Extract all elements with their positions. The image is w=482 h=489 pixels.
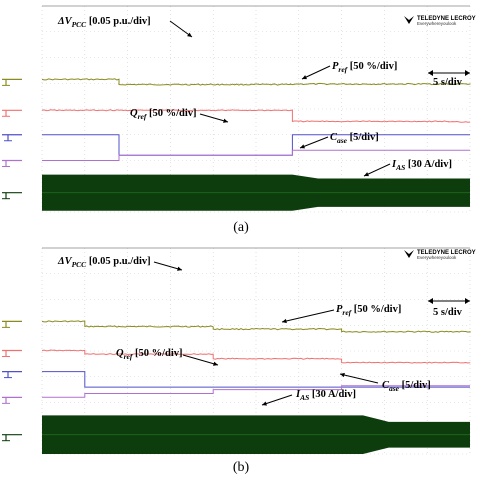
time-scale-right-head — [465, 298, 470, 304]
oscilloscope-screen-b: ΔVPCC [0.05 p.u./div] Pref [50 %/div] Qref… — [2, 247, 476, 455]
arrow-head-ias — [364, 172, 369, 177]
trace-case — [42, 385, 470, 398]
panel-a: ΔVPCC [0.05 p.u./div] Pref [50 %/div] Qref… — [0, 0, 482, 240]
arrow-head-dvpcc — [187, 32, 192, 37]
label-case: Case [5/div] — [382, 380, 431, 393]
channel-markers — [2, 78, 22, 200]
brand-tagline: Everywhereyoulook — [417, 255, 457, 260]
trace-dvpcc — [41, 78, 471, 86]
arrow-head-pref — [282, 318, 287, 324]
label-case: Case [5/div] — [330, 132, 379, 145]
trace-pref — [41, 349, 471, 364]
arrow-qref — [199, 113, 229, 123]
trace-qref — [42, 371, 470, 388]
panel-b: ΔVPCC [0.05 p.u./div] Pref [50 %/div] Qref… — [0, 242, 482, 489]
time-scale: 5 s/div — [428, 298, 470, 318]
caption-a: (a) — [233, 220, 249, 235]
arrow-ias — [261, 394, 293, 406]
arrow-head-dvpcc — [177, 266, 182, 271]
arrow-ias — [363, 163, 391, 177]
grid — [41, 247, 471, 455]
oscilloscope-screen-a: ΔVPCC [0.05 p.u./div] Pref [50 %/div] Qref… — [2, 5, 476, 213]
arrow-case — [339, 373, 379, 384]
caption-b: (b) — [232, 460, 250, 475]
time-scale-left-head — [428, 298, 433, 304]
arrow-pref — [281, 309, 335, 323]
label-dvpcc: ΔVPCC [0.05 p.u./div] — [57, 256, 151, 269]
arrow-dvpcc — [153, 261, 183, 271]
label-pref: Pref [50 %/div] — [336, 304, 401, 317]
arrow-head-ias — [262, 401, 267, 406]
brand-mark-icon — [404, 16, 414, 24]
time-scale-left-head — [428, 70, 433, 76]
label-ias: IAS [30 A/div] — [391, 159, 452, 172]
arrow-dvpcc — [169, 20, 193, 38]
arrow-head-qref — [213, 361, 218, 366]
time-scale: 5 s/div — [428, 70, 470, 88]
arrow-head-case — [340, 372, 345, 378]
time-scale-label: 5 s/div — [433, 307, 463, 318]
trace-dvpcc — [41, 320, 471, 333]
label-ias: IAS [30 A/div] — [295, 389, 356, 402]
arrow-qref — [182, 354, 219, 366]
time-scale-right-head — [465, 70, 470, 76]
label-qref: Qref [50 %/div] — [116, 348, 183, 361]
arrow-head-pref — [302, 75, 307, 80]
label-qref: Qref [50 %/div] — [130, 108, 197, 121]
arrow-head-qref — [223, 118, 228, 123]
arrow-pref — [301, 65, 331, 80]
brand-tagline: Everywhereyoulook — [417, 21, 457, 26]
brand-mark-icon — [404, 250, 414, 258]
time-scale-label: 5 s/div — [433, 77, 463, 88]
brand-name: TELEDYNE LECROY — [417, 250, 476, 256]
trace-pref — [41, 109, 471, 123]
arrow-head-case — [300, 144, 305, 149]
trace-qref — [42, 134, 470, 156]
label-dvpcc: ΔVPCC [0.05 p.u./div] — [57, 16, 151, 29]
brand-name: TELEDYNE LECROY — [417, 16, 476, 22]
label-pref: Pref [50 %/div] — [332, 61, 397, 74]
channel-markers — [2, 320, 22, 442]
trace-case — [42, 149, 470, 161]
arrow-case — [299, 136, 329, 149]
